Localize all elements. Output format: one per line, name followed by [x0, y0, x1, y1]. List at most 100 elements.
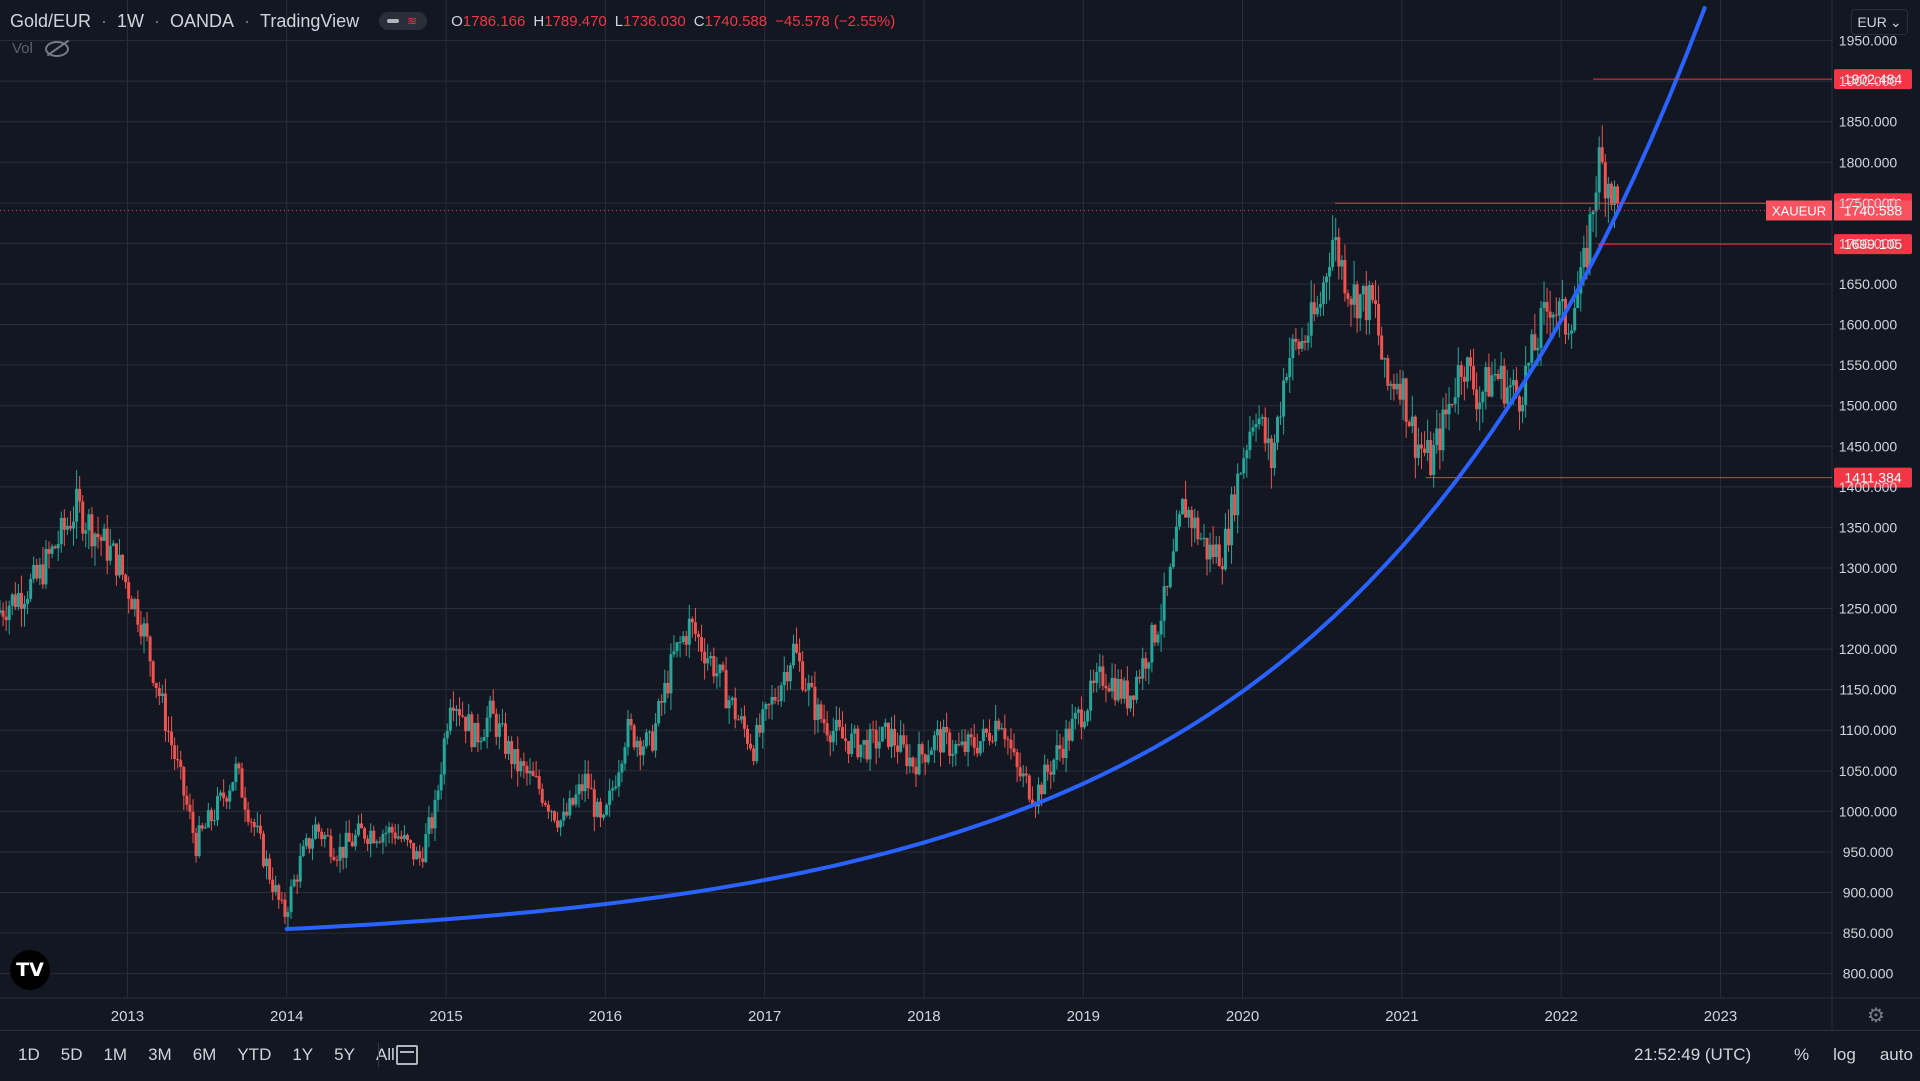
candle-body: [1315, 307, 1319, 315]
candle-up: [1275, 415, 1279, 451]
range-button-1d[interactable]: 1D: [18, 1045, 40, 1064]
tradingview-logo-icon[interactable]: TV: [10, 950, 50, 990]
candle-body: [228, 790, 232, 802]
range-button-ytd[interactable]: YTD: [237, 1045, 272, 1064]
candle-body: [197, 825, 201, 857]
eye-off-icon[interactable]: [44, 40, 69, 57]
candle-up: [1086, 708, 1090, 727]
candle-body: [467, 714, 471, 732]
candle-body: [1582, 247, 1586, 268]
candle-up: [1230, 486, 1234, 564]
candle-body: [850, 733, 854, 754]
last-price-symbol-text: XAUEUR: [1772, 203, 1826, 218]
candle-up: [850, 723, 854, 757]
candle-body: [268, 858, 272, 880]
range-button-5d[interactable]: 5D: [60, 1045, 83, 1064]
candle-body: [516, 749, 520, 772]
candle-down: [359, 813, 363, 829]
candle-down: [773, 688, 777, 705]
candle-body: [1159, 620, 1163, 635]
candle-down: [1475, 372, 1479, 422]
candle-body: [344, 832, 348, 858]
candle-up: [681, 630, 685, 645]
candle-body: [831, 730, 835, 743]
interval-label[interactable]: 1W: [117, 10, 145, 31]
candle-body: [1410, 416, 1414, 427]
calendar-icon[interactable]: [396, 1045, 418, 1065]
range-button-1y[interactable]: 1Y: [292, 1045, 314, 1064]
candle-up: [479, 736, 483, 750]
candle-down: [1006, 735, 1010, 755]
candle-body: [1374, 300, 1378, 304]
auto-button[interactable]: auto: [1879, 1045, 1913, 1064]
candle-up: [574, 784, 578, 808]
candle-up: [323, 832, 327, 848]
range-button-5y[interactable]: 5Y: [334, 1045, 355, 1064]
candle-down: [222, 779, 226, 807]
symbol-name[interactable]: Gold/EUR: [10, 10, 92, 31]
candle-up: [868, 723, 872, 771]
candle-body: [513, 749, 517, 765]
currency-button[interactable]: EUR ⌄: [1851, 9, 1908, 35]
candle-up: [1567, 323, 1571, 340]
candle-up: [1168, 563, 1172, 589]
candle-down: [638, 737, 642, 771]
candle-body: [791, 643, 795, 666]
candle-up: [38, 557, 42, 586]
candle-body: [1040, 784, 1044, 795]
candle-body: [329, 835, 333, 857]
level-label-text: 1902.484: [1844, 71, 1903, 87]
candle-up: [605, 803, 609, 817]
candle-body: [252, 821, 256, 828]
candle-body: [929, 750, 933, 755]
range-button-1m[interactable]: 1M: [103, 1045, 128, 1064]
candle-body: [366, 838, 370, 844]
range-button-3m[interactable]: 3M: [148, 1045, 172, 1064]
candle-body: [1107, 688, 1111, 692]
candle-up: [87, 508, 91, 550]
candle-body: [1481, 391, 1485, 403]
candle-body: [415, 851, 419, 860]
log-button[interactable]: log: [1833, 1045, 1856, 1064]
candle-body: [1570, 330, 1574, 334]
range-button-all[interactable]: All: [375, 1045, 395, 1064]
candle-up: [1147, 661, 1151, 685]
legend-toggle[interactable]: ≋: [379, 12, 428, 30]
candle-down: [553, 810, 557, 823]
candle-body: [975, 747, 979, 754]
candle-body: [1419, 444, 1423, 449]
candle-down: [1346, 289, 1350, 307]
candle-body: [1521, 404, 1525, 412]
candle-body: [948, 732, 952, 756]
candle-body: [32, 564, 36, 579]
candle-down: [200, 822, 204, 832]
candle-body: [111, 543, 115, 546]
candle-body: [1251, 427, 1255, 432]
time-tick-label: 2019: [1067, 1008, 1100, 1025]
candle-body: [1282, 380, 1286, 417]
candle-down: [194, 827, 198, 863]
gear-icon[interactable]: ⚙: [1867, 1003, 1885, 1027]
candle-body: [1079, 709, 1083, 728]
candle-body: [1407, 421, 1411, 427]
level-label-text: 1411.384: [1844, 470, 1902, 486]
range-button-6m[interactable]: 6M: [192, 1045, 217, 1064]
price-chart[interactable]: 1902.4841749.4261699.1051411.384XAUEUR17…: [0, 0, 1920, 1030]
candle-body: [889, 728, 893, 747]
candle-up: [1021, 764, 1025, 788]
candle-body: [1275, 417, 1279, 443]
candle-up: [614, 775, 618, 791]
clock-display[interactable]: 21:52:49 (UTC): [1634, 1045, 1752, 1064]
candle-down: [378, 836, 382, 844]
candle-down: [268, 853, 272, 884]
candle-body: [1006, 739, 1010, 741]
candle-body: [1450, 403, 1454, 405]
candle-up: [1150, 622, 1154, 673]
candle-body: [696, 633, 700, 638]
candle-body: [1518, 396, 1522, 412]
candle-up: [7, 600, 11, 635]
percent-button[interactable]: %: [1794, 1045, 1810, 1064]
time-tick-label: 2017: [748, 1008, 781, 1025]
candle-down: [1024, 766, 1028, 784]
candle-body: [611, 788, 615, 791]
